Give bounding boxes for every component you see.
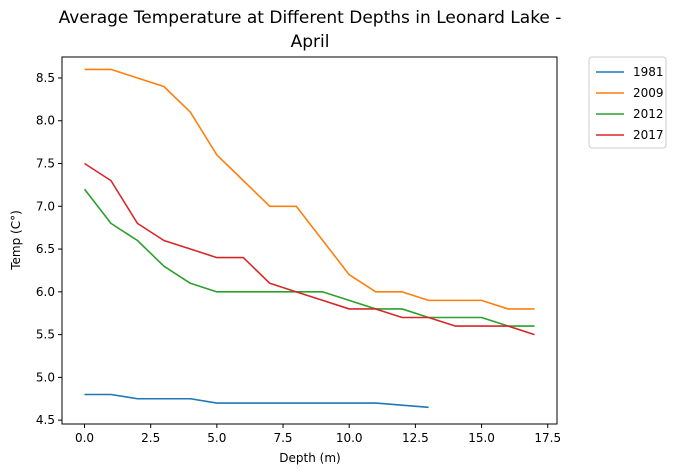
x-tick-label: 0.0 [75, 431, 94, 445]
y-tick-label: 8.5 [36, 71, 55, 85]
x-tick-label: 7.5 [273, 431, 292, 445]
y-tick-label: 5.5 [36, 328, 55, 342]
series-line-2012 [83, 188, 535, 327]
y-tick-label: 7.0 [36, 199, 55, 213]
legend: 1981 2009 2012 2017 [588, 56, 667, 149]
x-axis-label: Depth (m) [279, 451, 340, 465]
x-tick-label: 10.0 [336, 431, 363, 445]
x-tick-label: 17.5 [534, 431, 561, 445]
x-axis: 0.0 2.5 5.0 7.5 10.0 12.5 15.0 17.5 [75, 424, 561, 445]
x-tick-label: 2.5 [141, 431, 160, 445]
chart-title-line-2: April [291, 32, 330, 52]
legend-label-2017: 2017 [633, 128, 664, 142]
series-line-1981 [84, 393, 429, 409]
y-tick-label: 7.5 [36, 157, 55, 171]
y-tick-label: 8.0 [36, 114, 55, 128]
x-tick-label: 15.0 [468, 431, 495, 445]
plot-lines [83, 68, 535, 409]
series-line-2009 [84, 68, 535, 310]
y-tick-label: 5.0 [36, 370, 55, 384]
series-line-2017 [84, 162, 535, 336]
legend-label-2009: 2009 [633, 86, 664, 100]
y-axis: 4.5 5.0 5.5 6.0 6.5 7.0 7.5 8.0 8.5 [36, 71, 62, 427]
y-axis-label: Temp (C°) [9, 210, 23, 271]
y-tick-label: 4.5 [36, 413, 55, 427]
legend-label-2012: 2012 [633, 107, 664, 121]
legend-label-1981: 1981 [633, 65, 664, 79]
legend-frame [588, 56, 667, 149]
y-tick-label: 6.5 [36, 242, 55, 256]
x-tick-label: 12.5 [402, 431, 429, 445]
chart-title-line-1: Average Temperature at Different Depths … [59, 8, 562, 28]
x-tick-label: 5.0 [207, 431, 226, 445]
plot-frame [61, 56, 558, 425]
y-tick-label: 6.0 [36, 285, 55, 299]
